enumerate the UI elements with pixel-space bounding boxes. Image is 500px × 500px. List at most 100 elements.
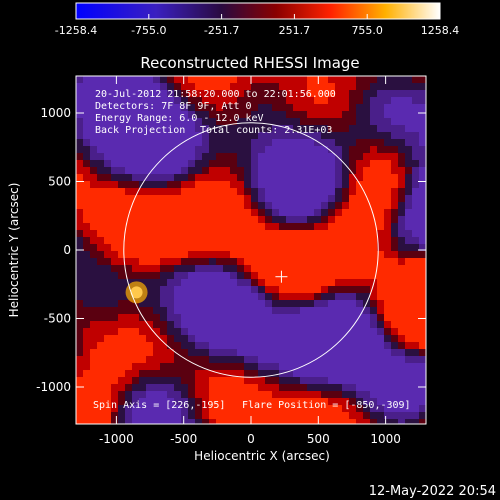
heatmap-cell xyxy=(391,230,398,237)
heatmap-cell xyxy=(237,188,244,195)
heatmap-cell xyxy=(328,272,335,279)
heatmap-cell xyxy=(209,412,216,419)
heatmap-cell xyxy=(139,272,146,279)
heatmap-cell xyxy=(76,223,83,230)
heatmap-cell xyxy=(293,167,300,174)
heatmap-cell xyxy=(251,223,258,230)
heatmap-cell xyxy=(167,419,174,424)
heatmap-cell xyxy=(90,104,97,111)
heatmap-cell xyxy=(405,370,412,377)
heatmap-cell xyxy=(314,76,321,83)
heatmap-cell xyxy=(342,111,349,118)
heatmap-cell xyxy=(223,279,230,286)
heatmap-cell xyxy=(188,405,195,412)
heatmap-cell xyxy=(195,223,202,230)
heatmap-cell xyxy=(405,132,412,139)
heatmap-cell xyxy=(363,237,370,244)
heatmap-cell xyxy=(97,160,104,167)
heatmap-cell xyxy=(76,90,83,97)
heatmap-cell xyxy=(153,391,160,398)
heatmap-cell xyxy=(286,237,293,244)
x-axis-label: Heliocentric X (arcsec) xyxy=(194,449,330,463)
heatmap-cell xyxy=(216,279,223,286)
heatmap-cell xyxy=(209,188,216,195)
heatmap-cell xyxy=(251,272,258,279)
heatmap-cell xyxy=(153,195,160,202)
heatmap-cell xyxy=(97,139,104,146)
heatmap-cell xyxy=(153,321,160,328)
heatmap-cell xyxy=(209,174,216,181)
heatmap-cell xyxy=(300,286,307,293)
heatmap-cell xyxy=(216,83,223,90)
heatmap-cell xyxy=(153,377,160,384)
heatmap-cell xyxy=(160,335,167,342)
heatmap-cell xyxy=(321,209,328,216)
heatmap-cell xyxy=(272,349,279,356)
heatmap-cell xyxy=(265,76,272,83)
heatmap-cell xyxy=(391,160,398,167)
heatmap-cell xyxy=(132,188,139,195)
heatmap-cell xyxy=(125,209,132,216)
heatmap-cell xyxy=(181,202,188,209)
heatmap-cell xyxy=(328,230,335,237)
heatmap-cell xyxy=(132,398,139,405)
heatmap-cell xyxy=(363,307,370,314)
heatmap-cell xyxy=(118,286,125,293)
heatmap-cell xyxy=(356,90,363,97)
heatmap-cell xyxy=(405,258,412,265)
heatmap-cell xyxy=(230,104,237,111)
heatmap-cell xyxy=(195,342,202,349)
heatmap-cell xyxy=(160,391,167,398)
colorbar-tick-label: 755.0 xyxy=(351,24,383,37)
heatmap-cell xyxy=(76,139,83,146)
heatmap-cell xyxy=(328,146,335,153)
heatmap-cell xyxy=(160,279,167,286)
heatmap-cell xyxy=(300,202,307,209)
heatmap-cell xyxy=(188,202,195,209)
heatmap-cell xyxy=(307,83,314,90)
heatmap-cell xyxy=(258,363,265,370)
heatmap-cell xyxy=(104,244,111,251)
heatmap-cell xyxy=(153,307,160,314)
heatmap-cell xyxy=(293,342,300,349)
heatmap-cell xyxy=(104,104,111,111)
heatmap-cell xyxy=(111,286,118,293)
heatmap-cell xyxy=(104,167,111,174)
heatmap-cell xyxy=(335,265,342,272)
heatmap-cell xyxy=(181,398,188,405)
heatmap-cell xyxy=(125,111,132,118)
heatmap-cell xyxy=(384,384,391,391)
heatmap-cell xyxy=(370,307,377,314)
heatmap-cell xyxy=(237,279,244,286)
heatmap-cell xyxy=(209,230,216,237)
heatmap-cell xyxy=(202,188,209,195)
heatmap-cell xyxy=(223,286,230,293)
heatmap-cell xyxy=(209,146,216,153)
heatmap-cell xyxy=(307,419,314,424)
heatmap-cell xyxy=(342,118,349,125)
x-tick-label: 500 xyxy=(307,432,330,446)
heatmap-cell xyxy=(167,132,174,139)
heatmap-cell xyxy=(342,328,349,335)
heatmap-cell xyxy=(342,153,349,160)
heatmap-cell xyxy=(195,181,202,188)
heatmap-cell xyxy=(293,279,300,286)
heatmap-cell xyxy=(286,244,293,251)
heatmap-cell xyxy=(223,258,230,265)
heatmap-cell xyxy=(118,223,125,230)
heatmap-cell xyxy=(188,391,195,398)
heatmap-cell xyxy=(174,181,181,188)
heatmap-cell xyxy=(195,76,202,83)
heatmap-cell xyxy=(342,405,349,412)
heatmap-cell xyxy=(146,97,153,104)
heatmap-cell xyxy=(384,90,391,97)
heatmap-cell xyxy=(419,349,426,356)
heatmap-cell xyxy=(174,307,181,314)
heatmap-cell xyxy=(272,195,279,202)
heatmap-cell xyxy=(300,419,307,424)
heatmap-cell xyxy=(118,167,125,174)
heatmap-cell xyxy=(258,97,265,104)
heatmap-cell xyxy=(146,216,153,223)
heatmap-cell xyxy=(335,398,342,405)
heatmap-cell xyxy=(146,391,153,398)
